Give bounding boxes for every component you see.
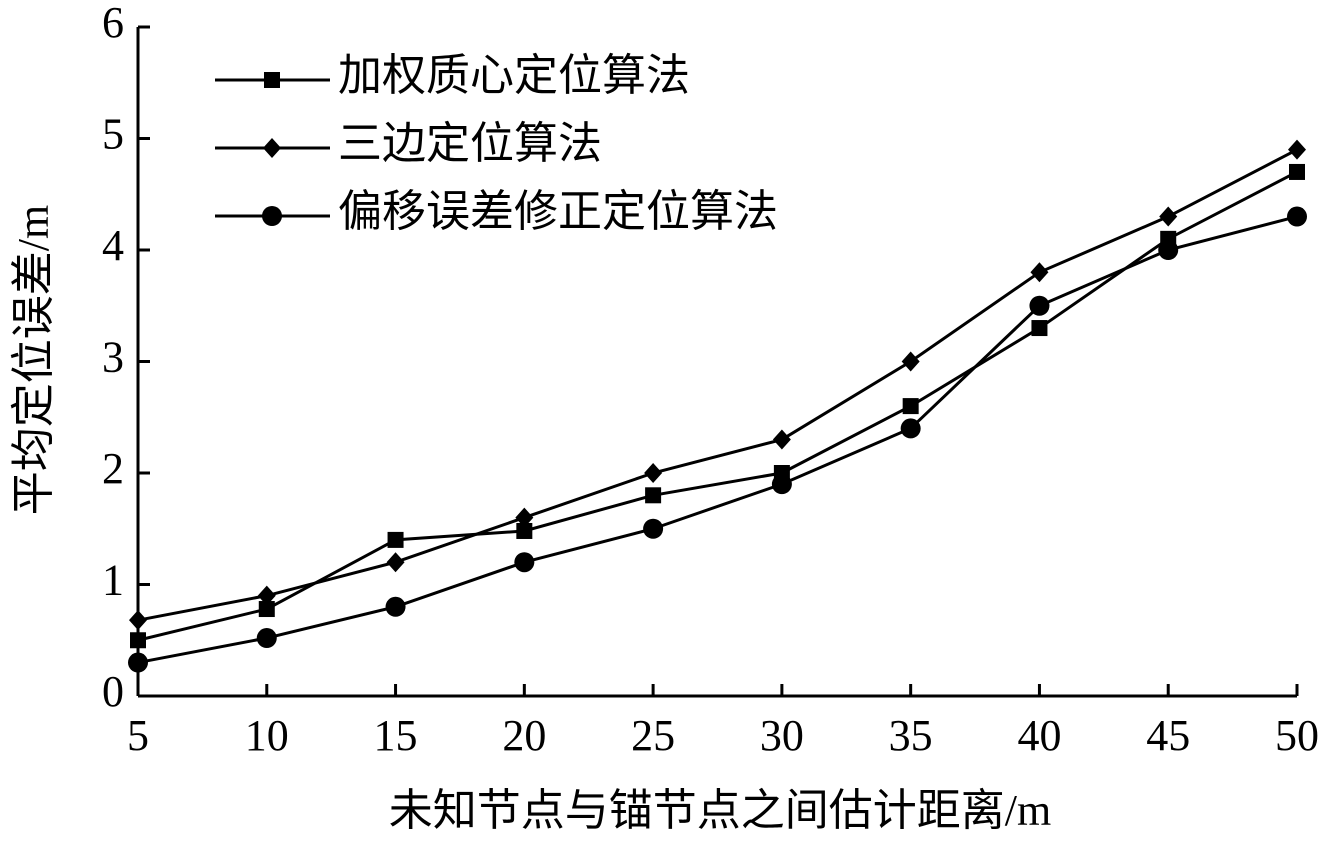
legend-marker — [262, 206, 282, 226]
legend-marker — [264, 72, 280, 88]
series-line — [137, 148, 1298, 622]
data-point — [902, 398, 919, 415]
y-axis-label: 平均定位误差/m — [9, 205, 58, 515]
data-point — [514, 552, 535, 573]
data-point — [1029, 295, 1050, 316]
legend-label: 偏移误差修正定位算法 — [338, 187, 778, 236]
data-point — [1289, 163, 1305, 180]
data-point — [385, 596, 406, 617]
x-tick-label: 50 — [1275, 711, 1319, 760]
data-point — [901, 351, 920, 372]
data-point — [386, 552, 405, 573]
x-tick-label: 15 — [374, 711, 418, 760]
legend-label: 加权质心定位算法 — [338, 51, 690, 100]
y-tick-label: 6 — [102, 0, 124, 47]
data-point — [771, 474, 792, 495]
y-tick-label: 2 — [102, 444, 124, 493]
data-point — [1158, 240, 1179, 260]
x-tick-label: 20 — [502, 711, 546, 760]
data-point — [387, 531, 404, 548]
legend-label: 三边定位算法 — [338, 119, 602, 168]
x-axis-label: 未知节点与锚节点之间估计距离/m — [389, 786, 1051, 835]
series-line — [137, 170, 1298, 642]
data-point — [256, 628, 277, 649]
data-point — [1159, 206, 1178, 227]
series-line — [137, 215, 1298, 665]
x-tick-label: 30 — [760, 711, 804, 760]
legend-marker — [263, 138, 281, 158]
x-tick-label: 35 — [889, 711, 933, 760]
x-tick-label: 10 — [245, 711, 289, 760]
data-point — [644, 463, 663, 483]
data-point — [128, 652, 148, 673]
x-tick-label: 5 — [127, 711, 149, 760]
data-point — [1288, 139, 1306, 160]
data-point — [258, 601, 275, 618]
data-point — [643, 518, 664, 539]
data-point — [1287, 206, 1307, 227]
data-point — [1030, 262, 1049, 283]
data-point — [772, 429, 791, 450]
x-tick-label: 40 — [1017, 711, 1061, 760]
data-point — [645, 487, 662, 504]
data-point — [900, 418, 921, 439]
data-point — [1031, 320, 1048, 337]
x-tick-label: 25 — [631, 711, 675, 760]
y-tick-label: 5 — [102, 110, 124, 159]
y-tick-label: 1 — [102, 556, 124, 605]
data-point — [130, 632, 146, 649]
data-point — [516, 522, 533, 539]
y-tick-label: 3 — [102, 333, 124, 382]
y-tick-label: 4 — [102, 221, 124, 270]
data-point — [257, 585, 276, 606]
x-tick-label: 45 — [1146, 711, 1190, 760]
y-tick-label: 0 — [102, 667, 124, 716]
data-point — [515, 507, 534, 528]
data-point — [129, 610, 147, 631]
